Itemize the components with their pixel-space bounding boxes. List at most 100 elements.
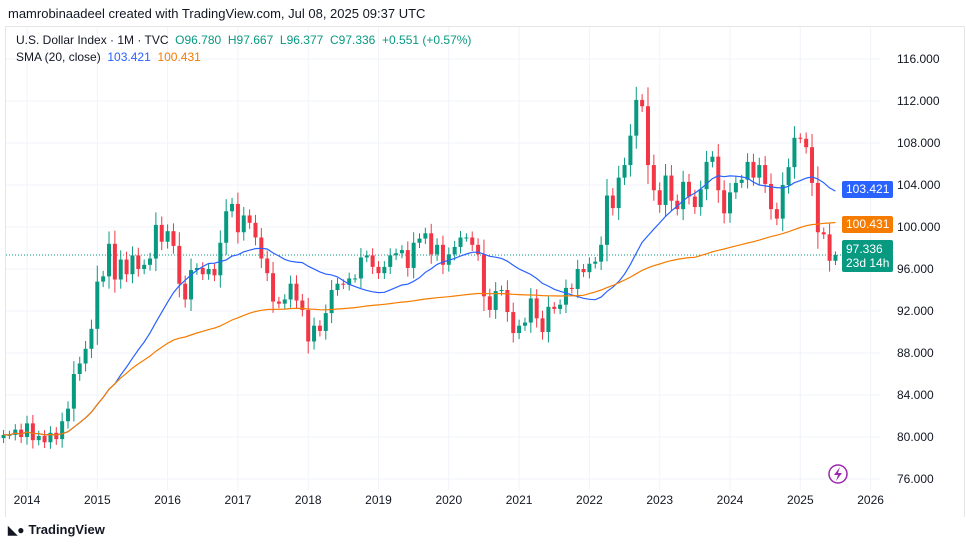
candle-body <box>581 269 586 273</box>
candle-body <box>183 283 188 300</box>
close-value: C97.336 <box>329 33 376 47</box>
candle-body <box>329 290 334 314</box>
candle-body <box>669 175 674 201</box>
chart-credit: mamrobinaadeel created with TradingView.… <box>8 6 426 21</box>
candle-body <box>446 254 451 265</box>
candle-body <box>300 300 305 310</box>
candle-body <box>30 423 35 441</box>
candle-body <box>745 161 750 180</box>
candle-body <box>36 435 41 441</box>
x-tick-label: 2018 <box>295 493 322 507</box>
candle-body <box>306 309 311 342</box>
candle-body <box>177 245 182 284</box>
chart-legend: U.S. Dollar Index · 1M · TVC O96.780 H97… <box>16 32 471 66</box>
x-tick-label: 2025 <box>787 493 814 507</box>
candle-body <box>452 246 457 255</box>
x-tick-label: 2023 <box>646 493 673 507</box>
y-tick-label: 96.000 <box>897 262 934 276</box>
candle-body <box>423 233 428 239</box>
candle-body <box>200 267 205 275</box>
sma-label[interactable]: SMA (20, close) <box>16 50 101 64</box>
candle-body <box>394 253 399 256</box>
x-tick-label: 2019 <box>365 493 392 507</box>
candle-body <box>265 258 270 274</box>
candle-body <box>399 250 404 254</box>
candle-body <box>827 234 832 261</box>
tradingview-logo[interactable]: ◣● TradingView <box>8 522 105 537</box>
candle-body <box>810 147 815 183</box>
y-tick-label: 104.000 <box>897 178 941 192</box>
candle-body <box>733 182 738 193</box>
candle-body <box>312 325 317 342</box>
candle-body <box>774 209 779 219</box>
candle-body <box>458 237 463 247</box>
y-tick-label: 80.000 <box>897 430 934 444</box>
candle-body <box>230 203 235 212</box>
candle-body <box>77 363 82 374</box>
candle-body <box>323 313 328 331</box>
candle-body <box>558 304 563 309</box>
candle-body <box>604 195 609 245</box>
candle-body <box>657 190 662 205</box>
candle-body <box>663 175 668 205</box>
x-tick-label: 2014 <box>14 493 41 507</box>
open-value: O96.780 <box>175 33 222 47</box>
candle-body <box>271 273 276 302</box>
candle-body <box>704 161 709 190</box>
candle-body <box>751 161 756 178</box>
candle-body <box>95 281 100 329</box>
candle-body <box>698 189 703 208</box>
candle-body <box>540 318 545 332</box>
candle-body <box>481 254 486 297</box>
candle-body <box>599 244 604 262</box>
y-tick-label: 100.000 <box>897 220 941 234</box>
y-tick-label: 84.000 <box>897 388 934 402</box>
symbol-info[interactable]: U.S. Dollar Index · 1M · TVC <box>16 33 169 47</box>
sma-row: SMA (20, close) 103.421 100.431 <box>16 49 471 66</box>
candle-body <box>247 215 252 223</box>
candle-body <box>89 328 94 349</box>
candle-body <box>282 299 287 304</box>
candle-body <box>710 156 715 162</box>
candle-body <box>470 237 475 245</box>
candle-body <box>780 185 785 219</box>
candle-body <box>616 177 621 209</box>
candle-body <box>118 259 123 280</box>
candle-body <box>1 434 6 439</box>
candle-body <box>575 269 580 289</box>
candle-body <box>739 179 744 183</box>
candle-body <box>388 255 393 267</box>
candle-body <box>288 283 293 300</box>
candle-body <box>435 244 440 255</box>
x-tick-label: 2020 <box>435 493 462 507</box>
candle-body <box>763 165 768 184</box>
sma-blue-value: 103.421 <box>107 50 151 64</box>
candle-body <box>411 242 416 268</box>
candle-body <box>505 290 510 313</box>
candle-body <box>622 165 627 178</box>
candle-body <box>804 138 809 148</box>
candle-body <box>528 298 533 323</box>
candle-body <box>165 231 170 242</box>
candle-body <box>335 283 340 290</box>
candle-body <box>382 266 387 274</box>
candle-body <box>376 266 381 274</box>
x-tick-label: 2017 <box>225 493 252 507</box>
candle-body <box>253 222 258 238</box>
candle-body <box>634 99 639 136</box>
candle-body <box>786 167 791 185</box>
candle-body <box>71 374 76 409</box>
candle-body <box>171 231 176 246</box>
candle-body <box>429 233 434 255</box>
candle-body <box>552 306 557 309</box>
candle-body <box>464 237 469 239</box>
candle-body <box>83 348 88 364</box>
candle-body <box>13 429 18 435</box>
y-tick-label: 76.000 <box>897 472 934 486</box>
high-value: H97.667 <box>227 33 274 47</box>
y-tick-label: 92.000 <box>897 304 934 318</box>
candle-body <box>276 301 281 304</box>
candle-body <box>792 137 797 168</box>
candle-body <box>112 243 117 280</box>
